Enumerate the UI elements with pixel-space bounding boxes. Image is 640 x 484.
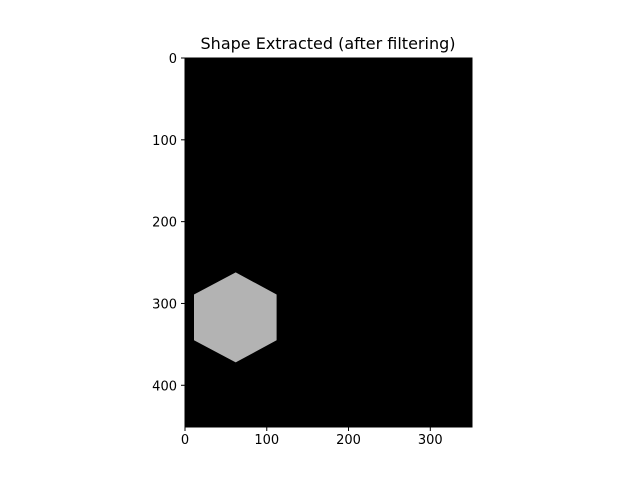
x-tick-label: 0 <box>181 433 189 448</box>
x-tick-label: 200 <box>336 433 361 448</box>
chart-title: Shape Extracted (after filtering) <box>201 34 456 53</box>
x-tick-label: 300 <box>418 433 443 448</box>
y-tick-label: 100 <box>152 134 177 149</box>
y-tick-label: 300 <box>152 297 177 312</box>
y-tick-label: 200 <box>152 216 177 231</box>
y-tick-label: 400 <box>152 379 177 394</box>
plot-area: 0 100 200 300 0 100 200 300 400 <box>152 52 473 448</box>
hexagon-shape <box>194 272 277 363</box>
image-background <box>185 58 472 427</box>
x-tick-label: 100 <box>254 433 279 448</box>
y-tick-label: 0 <box>169 52 177 67</box>
plot-frame <box>184 57 473 428</box>
